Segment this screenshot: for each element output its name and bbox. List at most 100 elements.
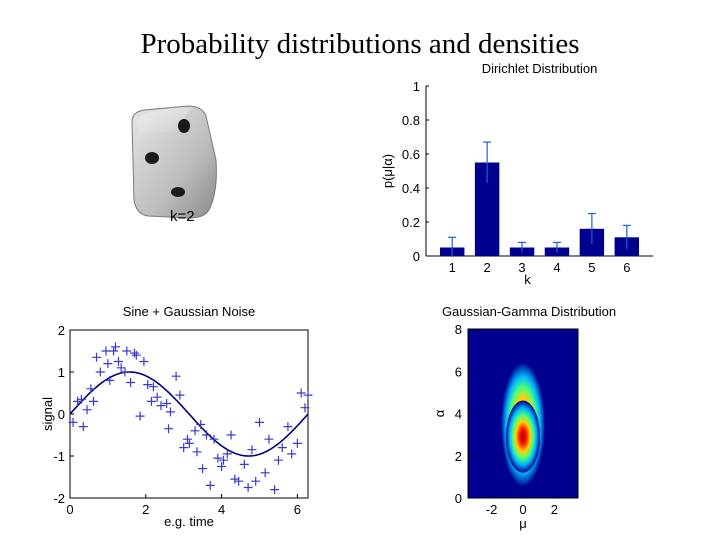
data-point xyxy=(198,464,208,474)
x-tick-label: -2 xyxy=(486,502,498,517)
data-point xyxy=(287,449,297,459)
dice-pip xyxy=(145,152,159,164)
data-point xyxy=(143,380,153,390)
x-tick-label: 6 xyxy=(294,502,301,517)
data-point xyxy=(88,396,98,406)
data-point xyxy=(270,485,280,495)
data-point xyxy=(92,352,102,362)
data-point xyxy=(179,443,189,453)
data-point xyxy=(247,445,257,455)
slide-title: Probability distributions and densities xyxy=(140,28,580,60)
data-point xyxy=(230,474,240,484)
data-point xyxy=(126,378,136,387)
data-point xyxy=(76,394,86,404)
y-tick-label: 1 xyxy=(413,79,420,94)
chart-title: Gaussian-Gamma Distribution xyxy=(442,304,616,319)
data-point xyxy=(196,420,206,429)
data-point xyxy=(175,390,185,400)
chart-title: Dirichlet Distribution xyxy=(482,61,598,76)
data-point xyxy=(296,388,306,398)
y-tick-label: 4 xyxy=(455,407,462,422)
dice-pip xyxy=(178,119,190,133)
data-point xyxy=(95,367,105,377)
y-tick-label: 0.2 xyxy=(402,215,420,230)
data-point xyxy=(78,422,88,432)
y-tick-label: 0 xyxy=(58,407,65,422)
data-point xyxy=(182,434,192,444)
data-point xyxy=(162,399,172,408)
data-point xyxy=(105,375,115,385)
x-axis-label: k xyxy=(524,272,531,287)
dice-label: k=2 xyxy=(170,208,195,225)
data-point xyxy=(120,367,130,377)
data-point xyxy=(139,357,149,366)
data-point xyxy=(82,405,92,415)
x-tick-label: 2 xyxy=(483,260,490,275)
data-point xyxy=(300,403,310,413)
y-tick-label: 0.8 xyxy=(402,113,420,128)
chart-title: Sine + Gaussian Noise xyxy=(123,304,256,319)
data-point xyxy=(148,382,158,392)
data-point xyxy=(222,449,232,459)
data-point xyxy=(226,430,236,440)
data-point xyxy=(239,459,249,469)
data-point xyxy=(201,430,211,440)
x-tick-label: 4 xyxy=(218,502,225,517)
data-point xyxy=(251,476,261,486)
data-point xyxy=(205,480,215,490)
data-point xyxy=(101,346,111,356)
data-point xyxy=(86,384,96,394)
data-point xyxy=(273,455,283,465)
y-axis-label: α xyxy=(432,409,447,417)
data-point xyxy=(131,350,141,360)
data-point xyxy=(171,371,181,381)
y-tick-label: 0.4 xyxy=(402,181,420,196)
data-point xyxy=(260,468,270,478)
y-tick-label: 2 xyxy=(58,323,65,338)
x-tick-label: 5 xyxy=(588,260,595,275)
gaussian-gamma-chart: Gaussian-Gamma Distribution 0 2 4 6 8 -2 0 2 μ α xyxy=(432,304,616,531)
data-point xyxy=(234,476,244,486)
data-point xyxy=(192,447,202,457)
x-tick-label: 0 xyxy=(66,502,73,517)
data-point xyxy=(146,396,156,406)
x-tick-label: 6 xyxy=(623,260,630,275)
plot-area xyxy=(426,86,653,256)
y-tick-label: 6 xyxy=(455,364,462,379)
y-axis-label: p(μ|α) xyxy=(380,154,395,188)
data-point xyxy=(218,455,228,465)
data-point xyxy=(110,342,120,352)
data-point xyxy=(164,424,174,434)
y-tick-label: 0 xyxy=(455,491,462,506)
data-point xyxy=(292,438,302,448)
y-tick-label: 0.6 xyxy=(402,147,420,162)
data-point xyxy=(254,417,264,427)
data-point xyxy=(129,348,139,358)
x-tick-label: 0 xyxy=(519,502,526,517)
x-axis-label: μ xyxy=(519,516,527,531)
data-point xyxy=(209,434,219,444)
y-tick-label: 1 xyxy=(58,365,65,380)
x-axis-label: e.g. time xyxy=(164,514,214,529)
data-point xyxy=(152,392,162,402)
data-point xyxy=(190,426,200,436)
density-core xyxy=(506,400,540,473)
data-point xyxy=(283,422,293,432)
data-point xyxy=(217,462,227,471)
heatmap-layer xyxy=(501,362,545,487)
y-axis-label: signal xyxy=(40,397,55,431)
data-point xyxy=(103,359,113,369)
x-tick-label: 2 xyxy=(142,502,149,517)
sine-noise-chart: Sine + Gaussian Noise -2 -1 0 1 2 0 2 4 6 e.g. tim… xyxy=(40,304,313,529)
data-point xyxy=(264,434,274,444)
y-tick-label: -1 xyxy=(53,449,65,464)
data-point xyxy=(213,453,223,463)
data-point xyxy=(156,401,166,411)
x-tick-label: 3 xyxy=(518,260,525,275)
y-tick-label: -2 xyxy=(53,491,65,506)
x-tick-label: 4 xyxy=(553,260,560,275)
data-point xyxy=(243,483,253,492)
data-point xyxy=(109,346,119,356)
y-tick-label: 0 xyxy=(413,249,420,264)
data-point xyxy=(122,346,132,356)
